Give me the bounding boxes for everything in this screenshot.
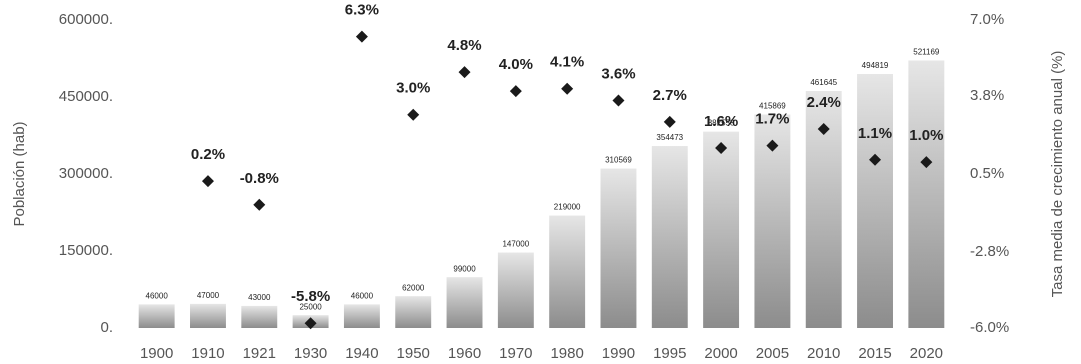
y-axis-title: Población (hab)	[11, 121, 28, 226]
point-value-label: 3.6%	[601, 66, 635, 83]
point-value-label: 1.0%	[909, 127, 943, 144]
x-tick-label: 1990	[602, 345, 635, 362]
point	[612, 94, 625, 107]
point	[509, 85, 522, 98]
bar-value-label: 147000	[502, 240, 529, 249]
point	[920, 156, 933, 169]
bar-value-label: 46000	[351, 291, 374, 300]
x-tick-label: 2005	[756, 345, 789, 362]
point-value-label: 4.1%	[550, 54, 584, 71]
bar-value-label: 382558	[708, 119, 735, 128]
bar	[343, 304, 380, 328]
point-value-label: 0.2%	[191, 146, 225, 163]
y-tick-label: 0.	[100, 319, 113, 336]
point-value-label: -5.8%	[291, 288, 330, 305]
point-value-label: 1.1%	[858, 125, 892, 142]
point-value-label: 4.0%	[499, 56, 533, 73]
point	[766, 139, 779, 152]
bar	[446, 277, 483, 328]
point	[561, 82, 574, 95]
y-tick-label: 150000.	[59, 242, 113, 259]
bar	[395, 296, 432, 328]
point-value-label: 2.7%	[653, 87, 687, 104]
point-value-label: 4.8%	[447, 37, 481, 54]
y2-tick-label: 7.0%	[970, 11, 1004, 28]
bar	[703, 131, 740, 328]
bar-value-label: 43000	[248, 293, 271, 302]
bar-value-label: 494819	[862, 61, 889, 70]
point-value-label: -0.8%	[240, 170, 279, 187]
bar	[241, 305, 278, 328]
point-value-label: 3.0%	[396, 80, 430, 97]
bar-value-label: 62000	[402, 283, 425, 292]
bar	[600, 168, 637, 328]
bar-value-label: 99000	[453, 264, 476, 273]
x-tick-label: 1940	[345, 345, 378, 362]
y2-tick-label: 3.8%	[970, 87, 1004, 104]
y-tick-label: 300000.	[59, 165, 113, 182]
point-value-label: 2.4%	[807, 94, 841, 111]
x-tick-label: 1980	[550, 345, 583, 362]
y2-tick-label: -2.8%	[970, 243, 1009, 260]
point	[869, 153, 882, 166]
bar-value-label: 461645	[810, 78, 837, 87]
point-value-label: 6.3%	[345, 2, 379, 19]
bar-value-label: 219000	[554, 203, 581, 212]
y2-axis-title: Tasa media de crecimiento anual (%)	[1049, 51, 1066, 298]
bar	[190, 303, 226, 328]
point	[458, 66, 471, 79]
bar-value-label: 521169	[913, 48, 940, 57]
point	[253, 198, 266, 211]
bar	[138, 304, 175, 328]
point-value-label: 1.7%	[755, 111, 789, 128]
x-tick-label: 2020	[910, 345, 943, 362]
bar-value-label: 354473	[656, 133, 683, 142]
bar	[857, 73, 893, 328]
bar-value-label: 47000	[197, 291, 220, 300]
x-tick-label: 1930	[294, 345, 327, 362]
point	[817, 122, 830, 135]
x-tick-label: 1900	[140, 345, 173, 362]
point-value-label: 1.6%	[704, 113, 738, 130]
x-tick-label: 1950	[397, 345, 430, 362]
bar	[497, 252, 534, 328]
point	[201, 175, 214, 188]
bar-value-label: 25000	[299, 302, 322, 311]
bar	[549, 215, 586, 328]
y2-tick-label: -6.0%	[970, 319, 1009, 336]
y-tick-label: 450000.	[59, 88, 113, 105]
point	[663, 115, 676, 128]
x-tick-label: 2015	[858, 345, 891, 362]
y2-tick-label: 0.5%	[970, 165, 1004, 182]
x-tick-label: 1921	[243, 345, 276, 362]
x-tick-label: 1960	[448, 345, 481, 362]
x-tick-label: 1995	[653, 345, 686, 362]
point	[355, 30, 368, 43]
x-tick-label: 1910	[191, 345, 224, 362]
bar-value-label: 415869	[759, 102, 786, 111]
point	[715, 141, 728, 154]
bar-value-label: 310569	[605, 156, 632, 165]
y-tick-label: 600000.	[59, 11, 113, 28]
x-tick-label: 2000	[704, 345, 737, 362]
point	[304, 317, 317, 330]
bar	[908, 60, 945, 328]
bar	[651, 146, 688, 328]
x-tick-label: 2010	[807, 345, 840, 362]
point	[407, 108, 420, 121]
x-tick-label: 1970	[499, 345, 532, 362]
bar-value-label: 46000	[146, 291, 169, 300]
